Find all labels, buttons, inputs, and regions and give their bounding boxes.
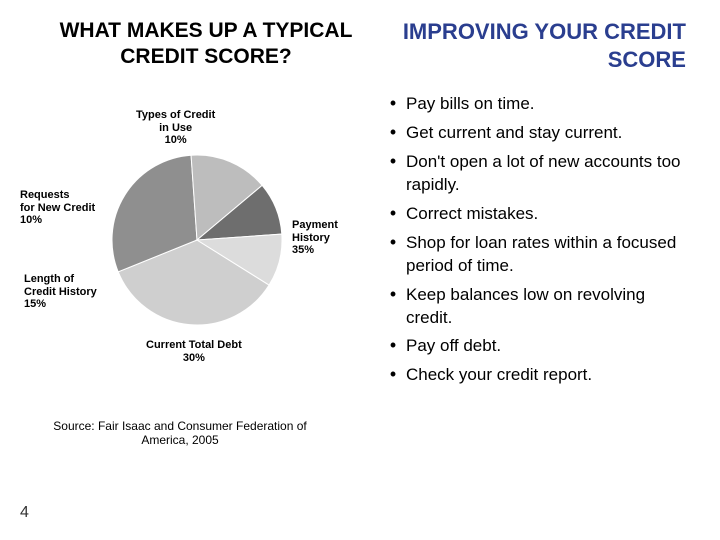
list-item-text: Pay off debt. [406, 335, 501, 358]
bullet-glyph: • [380, 122, 406, 144]
chart-column: PaymentHistory35% Current Total Debt30% Le… [20, 93, 372, 448]
bullet-glyph: • [380, 284, 406, 306]
content-row: PaymentHistory35% Current Total Debt30% Le… [0, 81, 720, 448]
bullet-glyph: • [380, 364, 406, 386]
list-item-text: Don't open a lot of new accounts too rap… [406, 151, 692, 197]
pie-label: Types of Creditin Use10% [136, 109, 215, 147]
list-item-text: Get current and stay current. [406, 122, 622, 145]
pie-chart: PaymentHistory35% Current Total Debt30% Le… [20, 93, 360, 413]
bullet-list-column: •Pay bills on time.•Get current and stay… [372, 93, 692, 448]
chart-source: Source: Fair Isaac and Consumer Federati… [50, 419, 310, 448]
bullet-glyph: • [380, 232, 406, 254]
title-left: WHAT MAKES UP A TYPICAL CREDIT SCORE? [36, 18, 376, 71]
list-item: •Check your credit report. [380, 364, 692, 387]
list-item-text: Keep balances low on revolving credit. [406, 284, 692, 330]
list-item-text: Shop for loan rates within a focused per… [406, 232, 692, 278]
pie-label: Requestsfor New Credit10% [20, 189, 95, 227]
list-item: •Shop for loan rates within a focused pe… [380, 232, 692, 278]
pie-label: Length ofCredit History15% [24, 273, 97, 311]
bullet-list: •Pay bills on time.•Get current and stay… [380, 93, 692, 387]
list-item-text: Correct mistakes. [406, 203, 538, 226]
list-item: •Don't open a lot of new accounts too ra… [380, 151, 692, 197]
bullet-glyph: • [380, 335, 406, 357]
title-row: WHAT MAKES UP A TYPICAL CREDIT SCORE? IM… [0, 0, 720, 81]
list-item-text: Pay bills on time. [406, 93, 535, 116]
list-item: •Keep balances low on revolving credit. [380, 284, 692, 330]
page-number: 4 [20, 504, 29, 522]
list-item: •Get current and stay current. [380, 122, 692, 145]
pie-label: Current Total Debt30% [146, 339, 242, 364]
list-item-text: Check your credit report. [406, 364, 592, 387]
list-item: •Correct mistakes. [380, 203, 692, 226]
list-item: •Pay bills on time. [380, 93, 692, 116]
bullet-glyph: • [380, 151, 406, 173]
title-right: IMPROVING YOUR CREDIT SCORE [376, 18, 692, 73]
bullet-glyph: • [380, 203, 406, 225]
pie-label: PaymentHistory35% [292, 219, 338, 257]
bullet-glyph: • [380, 93, 406, 115]
pie-svg [112, 155, 282, 325]
list-item: •Pay off debt. [380, 335, 692, 358]
